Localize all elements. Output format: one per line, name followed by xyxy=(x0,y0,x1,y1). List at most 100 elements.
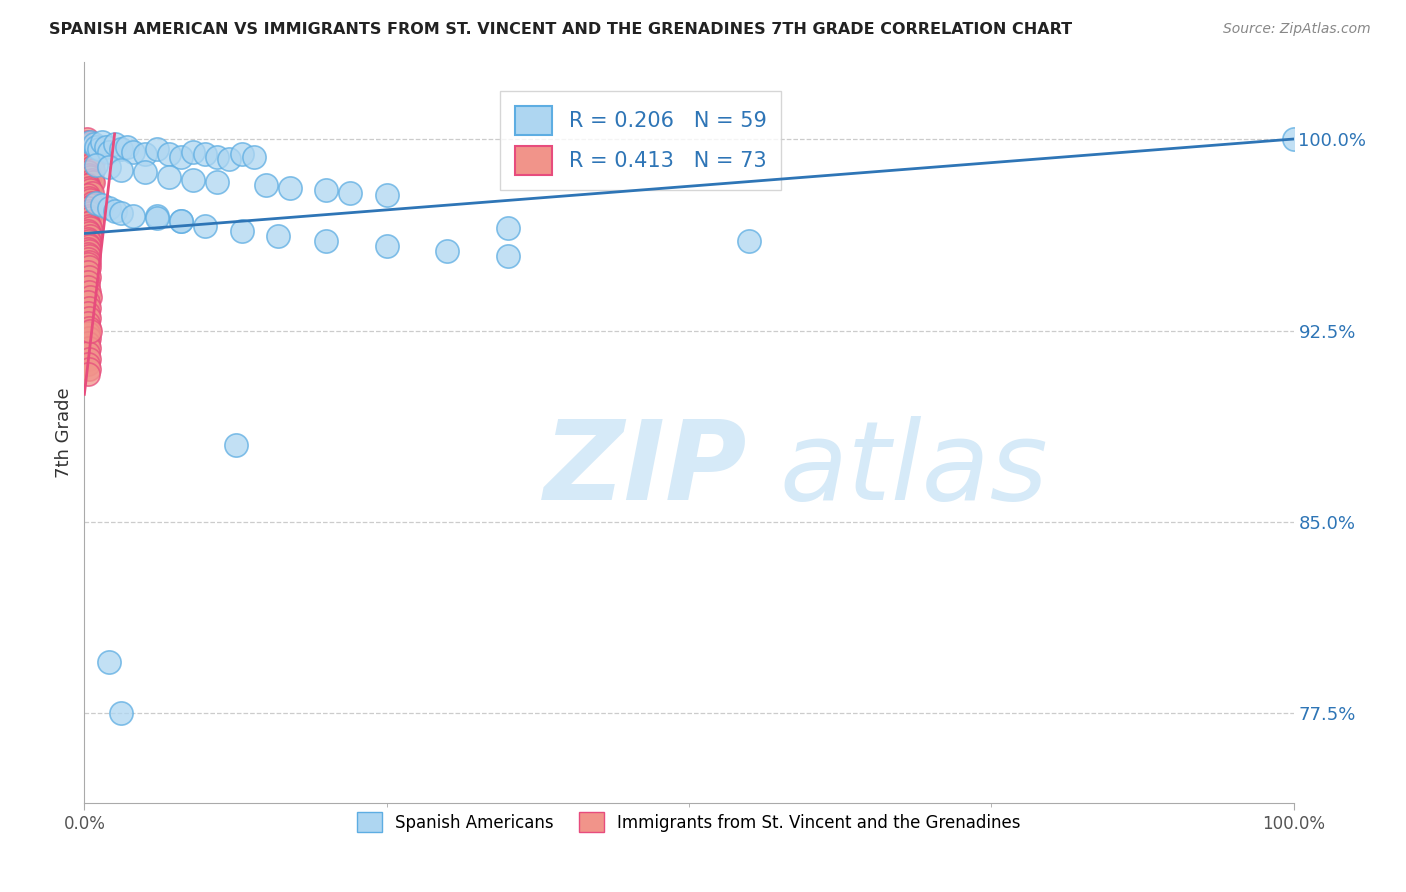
Point xyxy=(77,301,100,315)
Point xyxy=(77,342,100,356)
Point xyxy=(194,219,217,233)
Point xyxy=(134,147,156,161)
Point xyxy=(97,145,120,159)
Point xyxy=(79,206,101,220)
Point xyxy=(77,250,100,264)
Point xyxy=(146,142,169,156)
Point xyxy=(231,224,253,238)
Point xyxy=(77,135,100,149)
Point xyxy=(87,142,110,156)
Point xyxy=(77,178,100,192)
Point xyxy=(82,198,104,212)
Point xyxy=(82,162,104,177)
Point xyxy=(77,361,100,376)
Point xyxy=(77,357,100,371)
Point xyxy=(194,147,217,161)
Point xyxy=(77,236,100,251)
Point xyxy=(77,180,100,194)
Point xyxy=(82,147,104,161)
Point xyxy=(77,351,100,366)
Point xyxy=(110,142,132,156)
Point xyxy=(83,137,105,152)
Point xyxy=(83,150,105,164)
Point xyxy=(278,180,301,194)
Point xyxy=(79,170,101,185)
Point xyxy=(80,173,103,187)
Point xyxy=(79,221,101,235)
Point xyxy=(77,265,100,279)
Text: Source: ZipAtlas.com: Source: ZipAtlas.com xyxy=(1223,22,1371,37)
Point xyxy=(77,367,100,381)
Point xyxy=(77,252,100,266)
Point xyxy=(77,137,100,152)
Point xyxy=(77,275,100,289)
Point xyxy=(104,137,127,152)
Point xyxy=(79,135,101,149)
Text: SPANISH AMERICAN VS IMMIGRANTS FROM ST. VINCENT AND THE GRENADINES 7TH GRADE COR: SPANISH AMERICAN VS IMMIGRANTS FROM ST. … xyxy=(49,22,1073,37)
Y-axis label: 7th Grade: 7th Grade xyxy=(55,387,73,478)
Point xyxy=(738,234,761,248)
Point xyxy=(77,285,100,300)
Point xyxy=(375,239,398,253)
Point xyxy=(115,139,138,153)
Point xyxy=(267,229,290,244)
Point xyxy=(181,145,204,159)
Point xyxy=(77,188,100,202)
Point xyxy=(79,142,101,156)
Point xyxy=(77,295,100,310)
Point xyxy=(225,438,247,452)
Point xyxy=(77,310,100,325)
Point xyxy=(79,290,101,304)
Point xyxy=(80,160,103,174)
Point xyxy=(80,213,103,227)
Point xyxy=(157,147,180,161)
Point xyxy=(242,150,264,164)
Point xyxy=(181,173,204,187)
Point xyxy=(94,139,117,153)
Point xyxy=(121,209,143,223)
Point xyxy=(77,331,100,345)
Point xyxy=(170,213,193,227)
Point xyxy=(315,234,337,248)
Point xyxy=(79,139,101,153)
Point xyxy=(77,209,100,223)
Point xyxy=(496,221,519,235)
Point xyxy=(77,326,100,340)
Point xyxy=(91,135,114,149)
Point xyxy=(86,157,108,171)
Point xyxy=(496,250,519,264)
Point xyxy=(97,160,120,174)
Point xyxy=(80,145,103,159)
Point xyxy=(83,153,105,167)
Point xyxy=(77,280,100,294)
Point xyxy=(79,229,101,244)
Point xyxy=(77,242,100,256)
Point xyxy=(77,201,100,215)
Point xyxy=(77,316,100,330)
Text: atlas: atlas xyxy=(780,417,1049,523)
Point xyxy=(146,209,169,223)
Point xyxy=(77,257,100,271)
Point xyxy=(231,147,253,161)
Point xyxy=(207,150,229,164)
Point xyxy=(77,231,100,245)
Point xyxy=(80,195,103,210)
Point xyxy=(77,155,100,169)
Point xyxy=(77,260,100,274)
Point xyxy=(77,239,100,253)
Point xyxy=(1282,132,1305,146)
Point xyxy=(77,321,100,335)
Point xyxy=(82,176,104,190)
Point xyxy=(77,168,100,182)
Point xyxy=(134,165,156,179)
Point xyxy=(91,198,114,212)
Point xyxy=(207,176,229,190)
Point xyxy=(146,211,169,226)
Point xyxy=(77,244,100,259)
Point xyxy=(97,656,120,670)
Point xyxy=(97,201,120,215)
Point xyxy=(77,269,100,284)
Point xyxy=(170,213,193,227)
Point xyxy=(79,324,101,338)
Point xyxy=(77,227,100,241)
